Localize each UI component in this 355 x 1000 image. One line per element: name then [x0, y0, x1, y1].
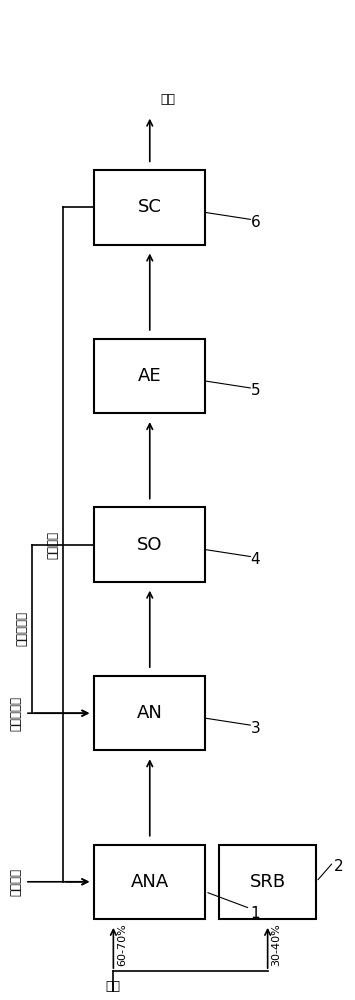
Bar [219, 845, 316, 919]
Bar [94, 507, 205, 582]
Text: ANA: ANA [131, 873, 169, 891]
Bar [94, 676, 205, 750]
Text: 5: 5 [251, 383, 260, 398]
Text: 出水: 出水 [160, 93, 175, 106]
Text: SRB: SRB [250, 873, 286, 891]
Text: SC: SC [138, 198, 162, 216]
Bar [94, 339, 205, 413]
Text: 原水: 原水 [106, 980, 121, 993]
Text: 硝化液回流: 硝化液回流 [15, 611, 28, 646]
Text: 3: 3 [251, 721, 260, 736]
Bar [94, 845, 205, 919]
Text: AE: AE [138, 367, 162, 385]
Text: 6: 6 [251, 215, 260, 230]
Text: 4: 4 [251, 552, 260, 567]
Text: 污泥回流: 污泥回流 [46, 531, 59, 559]
Text: 2: 2 [334, 859, 344, 874]
Text: AN: AN [137, 704, 163, 722]
Text: 污泥回流: 污泥回流 [10, 868, 23, 896]
Bar [94, 170, 205, 245]
Text: 30-40%: 30-40% [271, 924, 281, 966]
Text: 硝化液回流: 硝化液回流 [10, 696, 23, 731]
Text: SO: SO [137, 536, 163, 554]
Text: 60-70%: 60-70% [117, 924, 127, 966]
Text: 1: 1 [251, 906, 260, 921]
